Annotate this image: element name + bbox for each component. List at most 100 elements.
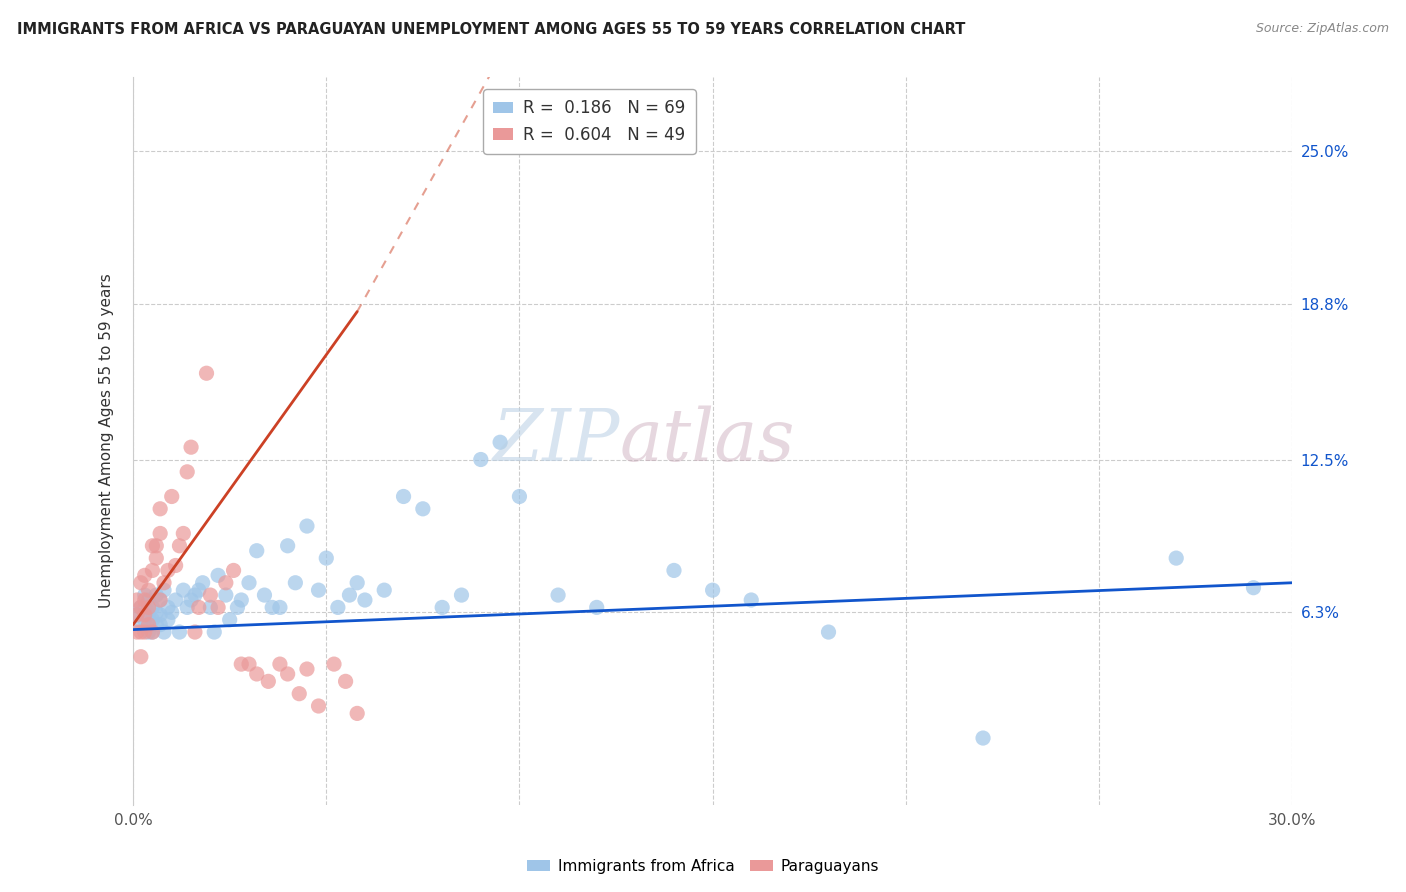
Y-axis label: Unemployment Among Ages 55 to 59 years: Unemployment Among Ages 55 to 59 years [100,274,114,608]
Point [145,588,167,602]
Point [269,657,291,672]
Point [169,539,191,553]
Point [149,593,172,607]
Point [226,600,249,615]
Point [145,617,167,632]
Point [125,607,148,622]
Legend: R =  0.186   N = 69, R =  0.604   N = 49: R = 0.186 N = 69, R = 0.604 N = 49 [484,89,696,153]
Point [308,583,330,598]
Point [129,625,152,640]
Point [295,662,318,676]
Point [165,593,187,607]
Point [817,625,839,640]
Point [222,564,245,578]
Point [200,588,222,602]
Point [138,583,160,598]
Point [156,613,179,627]
Point [246,667,269,681]
Point [134,613,156,627]
Point [972,731,994,745]
Point [145,605,167,619]
Point [141,564,163,578]
Point [138,593,160,607]
Point [662,564,685,578]
Point [138,617,160,632]
Point [231,593,253,607]
Point [138,625,160,640]
Point [141,625,163,640]
Point [129,600,152,615]
Point [141,539,163,553]
Point [134,600,156,615]
Point [141,625,163,640]
Point [470,452,492,467]
Point [195,366,218,380]
Point [145,551,167,566]
Point [153,625,176,640]
Point [215,575,238,590]
Point [740,593,762,607]
Point [335,674,357,689]
Point [339,588,361,602]
Point [176,465,198,479]
Point [202,625,225,640]
Point [253,588,276,602]
Point [153,583,176,598]
Point [191,575,214,590]
Point [134,593,156,607]
Point [134,625,156,640]
Point [141,613,163,627]
Point [138,607,160,622]
Point [238,657,260,672]
Point [207,600,229,615]
Point [187,583,209,598]
Point [153,575,176,590]
Point [257,674,280,689]
Point [430,600,453,615]
Point [187,600,209,615]
Point [125,607,148,622]
Point [180,440,202,454]
Point [165,558,187,573]
Point [450,588,472,602]
Text: IMMIGRANTS FROM AFRICA VS PARAGUAYAN UNEMPLOYMENT AMONG AGES 55 TO 59 YEARS CORR: IMMIGRANTS FROM AFRICA VS PARAGUAYAN UNE… [17,22,966,37]
Point [354,593,377,607]
Point [246,543,269,558]
Point [200,600,222,615]
Point [172,583,194,598]
Point [585,600,607,615]
Point [231,657,253,672]
Point [288,687,311,701]
Point [184,588,207,602]
Text: Source: ZipAtlas.com: Source: ZipAtlas.com [1256,22,1389,36]
Text: atlas: atlas [620,406,796,476]
Text: ZIP: ZIP [492,406,620,476]
Point [392,490,415,504]
Point [412,501,434,516]
Point [326,600,349,615]
Point [702,583,724,598]
Point [277,667,299,681]
Point [180,593,202,607]
Point [172,526,194,541]
Point [184,625,207,640]
Point [134,588,156,602]
Point [295,519,318,533]
Point [346,706,368,721]
Point [284,575,307,590]
Point [149,607,172,622]
Point [547,588,569,602]
Point [308,698,330,713]
Point [125,625,148,640]
Point [323,657,346,672]
Point [215,588,238,602]
Point [508,490,530,504]
Point [149,593,172,607]
Point [1243,581,1265,595]
Point [176,600,198,615]
Point [160,490,183,504]
Point [129,649,152,664]
Point [315,551,337,566]
Point [489,435,512,450]
Point [134,607,156,622]
